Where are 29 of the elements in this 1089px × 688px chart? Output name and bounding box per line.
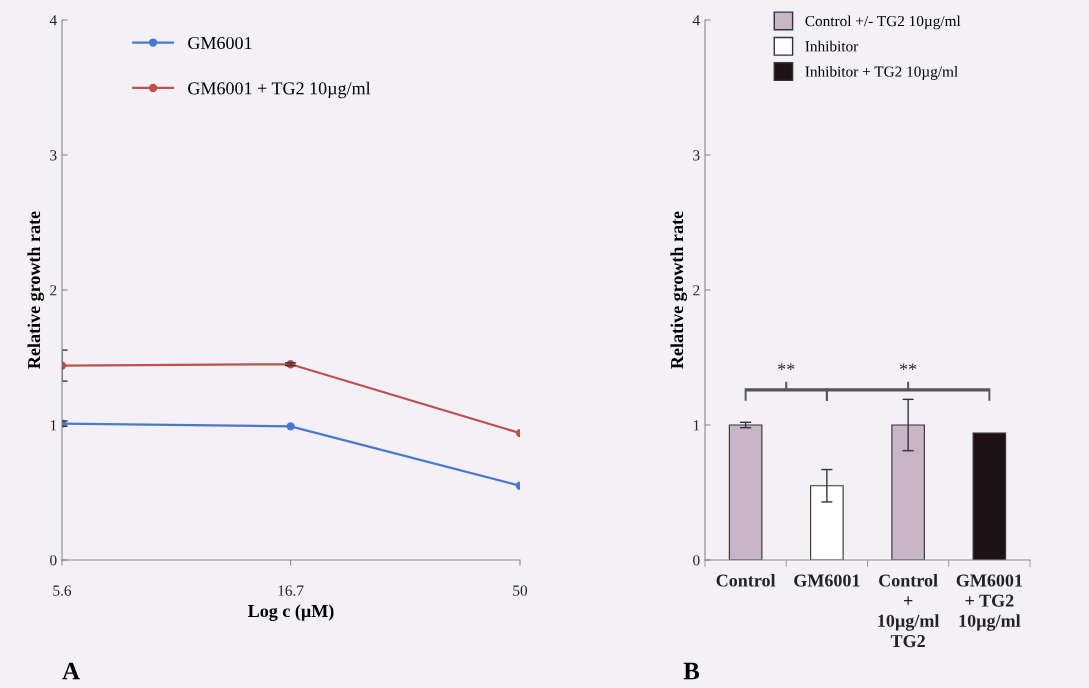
- legend-label: GM6001: [188, 36, 252, 50]
- x-axis-title: Log c (µM): [248, 604, 334, 621]
- x-tick-label: Control + 10µg/ml TG2: [878, 573, 940, 648]
- x-tick-label: Control: [716, 573, 776, 587]
- legend-label: Inhibitor + TG2 10µg/ml: [805, 66, 958, 80]
- legend-label: Control +/- TG2 10µg/ml: [805, 15, 961, 30]
- legend-label: GM6001 + TG2 10µg/ml: [188, 81, 371, 99]
- x-tick-label: GM6001: [794, 574, 860, 587]
- y-tick-label: 0: [693, 555, 700, 566]
- text: B: [683, 662, 700, 680]
- y-tick-label: 0: [50, 555, 57, 566]
- legend-label: Inhibitor: [805, 40, 859, 52]
- y-tick-label: 1: [50, 420, 57, 431]
- annotation: **: [778, 363, 795, 371]
- x-tick-label: GM6001 + TG2 10µg/ml: [956, 574, 1023, 631]
- x-tick-label: 16.7: [278, 585, 304, 596]
- x-tick-label: 50: [513, 585, 528, 596]
- y-axis-title: Relative growth rate: [27, 211, 44, 369]
- y-axis-title: Relative growth rate: [670, 211, 687, 369]
- y-tick-label: 2: [693, 285, 700, 296]
- y-tick-label: 4: [692, 15, 700, 26]
- annotation: **: [899, 363, 917, 371]
- y-tick-label: 3: [50, 150, 57, 161]
- y-tick-label: 1: [693, 420, 700, 431]
- y-tick-label: 4: [49, 15, 57, 26]
- x-tick-label: 5.6: [53, 585, 72, 596]
- y-tick-label: 2: [50, 285, 57, 296]
- text: A: [62, 662, 80, 680]
- y-tick-label: 3: [693, 150, 700, 161]
